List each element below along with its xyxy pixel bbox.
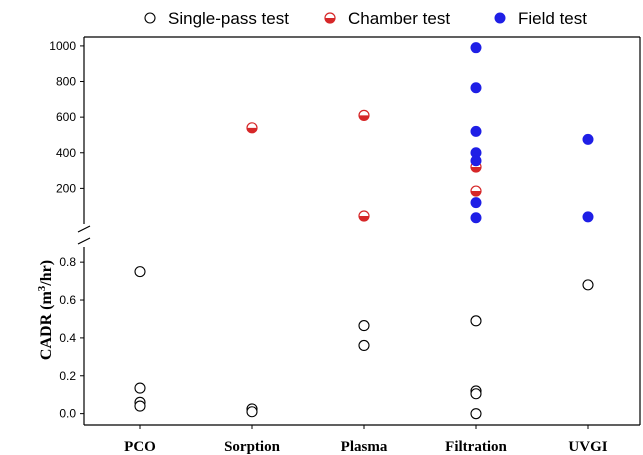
data-point xyxy=(470,125,482,137)
marker-fill xyxy=(471,167,481,173)
x-tick-label: Plasma xyxy=(341,439,388,455)
data-points xyxy=(134,42,594,420)
data-point xyxy=(246,122,258,134)
data-point xyxy=(470,185,482,197)
marker-fill xyxy=(359,215,369,221)
data-point xyxy=(470,82,482,94)
marker-fill xyxy=(471,191,481,197)
data-point xyxy=(582,133,594,145)
data-point xyxy=(134,266,146,278)
data-point xyxy=(470,197,482,209)
data-point xyxy=(470,408,482,420)
y-tick-label: 400 xyxy=(56,146,76,160)
x-tick-label: Filtration xyxy=(445,439,507,455)
legend-marker xyxy=(494,12,506,24)
data-point xyxy=(358,210,370,222)
y-tick-label: 0.2 xyxy=(59,369,76,383)
marker-fill xyxy=(325,18,335,23)
legend-marker xyxy=(324,12,336,24)
marker-fill xyxy=(247,127,257,133)
marker-fill xyxy=(359,115,369,121)
x-tick-label: Sorption xyxy=(224,439,281,455)
y-tick-label: 800 xyxy=(56,75,76,89)
y-tick-label: 200 xyxy=(56,181,76,195)
data-point xyxy=(358,320,370,332)
y-tick-label: 0.8 xyxy=(59,255,76,269)
axis-break-mark xyxy=(77,225,91,233)
axes xyxy=(77,36,641,429)
y-tick-label: 0.0 xyxy=(59,407,76,421)
legend-marker xyxy=(144,12,156,24)
data-point xyxy=(470,42,482,54)
tick-labels: 200 400 600 800 1000 0.0 0.2 0.4 0.6 0.8 PCO Sorpti… xyxy=(49,39,607,455)
data-point xyxy=(582,211,594,223)
y-tick-label: 0.4 xyxy=(59,331,76,345)
data-point xyxy=(358,339,370,352)
data-point xyxy=(582,279,594,291)
x-tick-label: UVGI xyxy=(568,439,607,455)
y-axis-title: CADR (m3/hr) xyxy=(36,260,55,360)
data-point xyxy=(358,109,370,121)
axis-break-mark xyxy=(77,237,91,245)
data-point xyxy=(134,382,146,394)
y-tick-label: 0.6 xyxy=(59,293,76,307)
legend-label: Chamber test xyxy=(348,9,450,28)
legend-label: Single-pass test xyxy=(168,9,289,28)
data-point xyxy=(470,315,482,327)
data-point xyxy=(470,388,482,400)
data-point xyxy=(470,155,482,167)
data-point xyxy=(134,400,146,412)
legend-label: Field test xyxy=(518,9,587,28)
legend: Single-pass test Chamber test Field test xyxy=(144,9,587,28)
y-tick-label: 600 xyxy=(56,110,76,124)
x-tick-label: PCO xyxy=(124,439,156,455)
y-tick-label: 1000 xyxy=(49,39,76,53)
data-point xyxy=(246,406,258,418)
data-point xyxy=(470,212,482,224)
